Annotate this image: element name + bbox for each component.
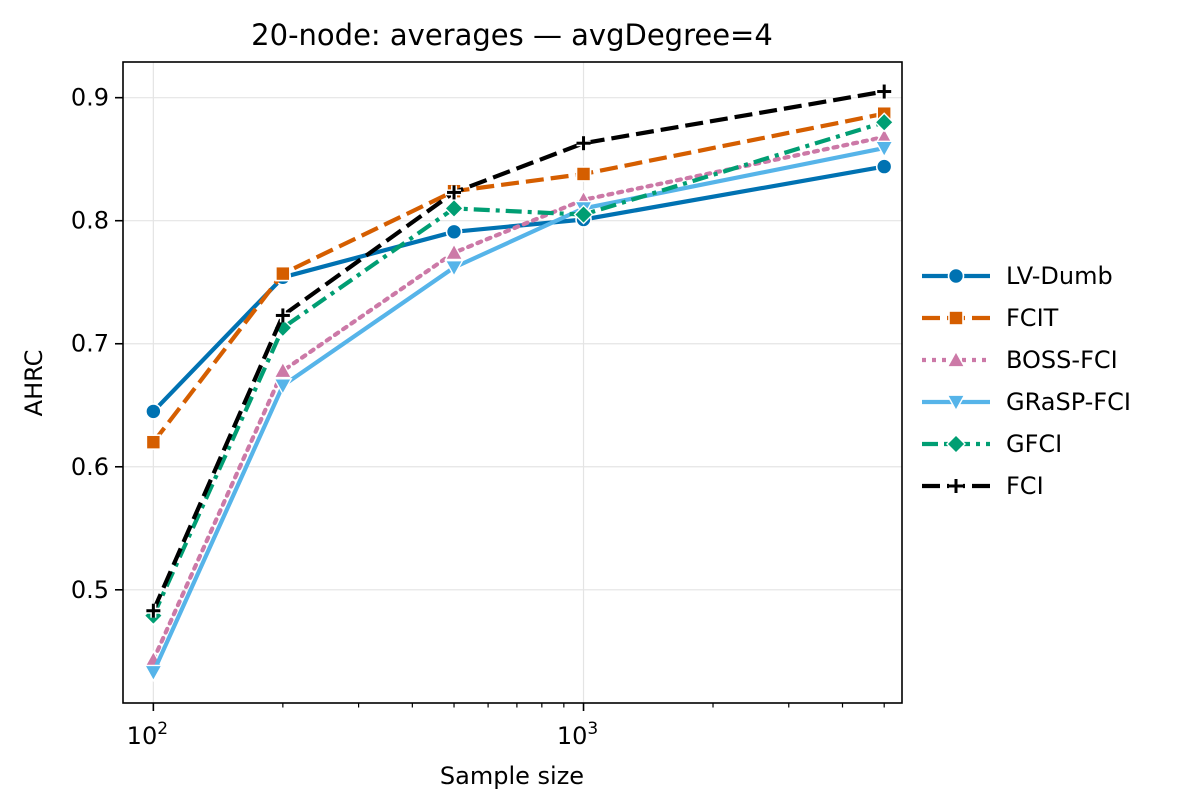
point-gfci [444,198,465,219]
legend-label-fci: FCI [1006,472,1044,500]
legend-item-lv-dumb: LV-Dumb [922,262,1113,290]
legend-marker-lv-dumb [947,267,965,285]
point-lv-dumb [445,223,463,241]
legend-item-gfci: GFCI [922,430,1062,458]
point-fci [275,308,290,323]
series-lines [143,84,895,683]
legend-label-fcit: FCIT [1006,304,1059,332]
point-boss-fci [273,360,293,379]
point-fci [146,603,161,618]
point-gfci [573,204,594,225]
legend-item-boss-fci: BOSS-FCI [922,346,1118,374]
point-fcit [145,434,162,450]
series-gfci [143,112,895,626]
legend-label-gfci: GFCI [1006,430,1062,458]
y-tick-label: 0.9 [71,84,109,112]
y-tick-label: 0.7 [71,330,109,358]
point-grasp-fci [444,259,464,278]
legend-marker-fci [949,479,963,493]
y-tick-label: 0.8 [71,207,109,235]
plot-border [122,61,903,704]
series-line-gfci [151,120,885,617]
legend-item-fci: FCI [922,472,1044,500]
legend-label-boss-fci: BOSS-FCI [1006,346,1118,374]
y-tick-label: 0.6 [71,453,109,481]
legend-marker-boss-fci [946,350,966,368]
series-line-fcit [151,111,885,444]
point-fci [877,84,892,99]
point-lv-dumb [145,403,162,420]
legend-marker-grasp-fci [946,394,966,412]
point-fcit [275,265,291,282]
axis-ticks: 102 103 0.5 0.6 0.7 0.8 0.9 [71,84,885,750]
point-grasp-fci [143,664,164,683]
y-axis-label: AHRC [20,350,48,417]
legend-marker-fcit [948,310,964,326]
legend-label-lv-dumb: LV-Dumb [1006,262,1113,290]
point-grasp-fci [874,140,894,159]
point-grasp-fci [273,378,293,396]
point-fci [576,136,591,151]
point-boss-fci [444,242,464,261]
x-axis-label: Sample size [440,762,584,790]
legend-marker-gfci [946,434,966,454]
x-tick-label: 103 [557,719,598,750]
series-line-boss-fci [151,134,887,663]
point-lv-dumb [875,158,893,175]
x-tick-label: 102 [127,719,168,750]
legend-item-fcit: FCIT [922,304,1059,332]
legend-label-grasp-fci: GRaSP-FCI [1006,388,1131,416]
y-tick-label: 0.5 [71,576,109,604]
point-fcit [575,166,592,182]
legend: LV-Dumb FCIT BOSS-FCI GRaSP-FCI GFCI FCI [922,262,1131,500]
legend-item-grasp-fci: GRaSP-FCI [922,388,1131,416]
series-grasp-fci [143,140,894,683]
chart-title: 20-node: averages — avgDegree=4 [251,18,773,52]
series-fci [146,84,892,618]
series-boss-fci [143,127,894,668]
plot-frame [122,61,903,704]
point-gfci [874,112,895,133]
point-fci [447,185,462,200]
